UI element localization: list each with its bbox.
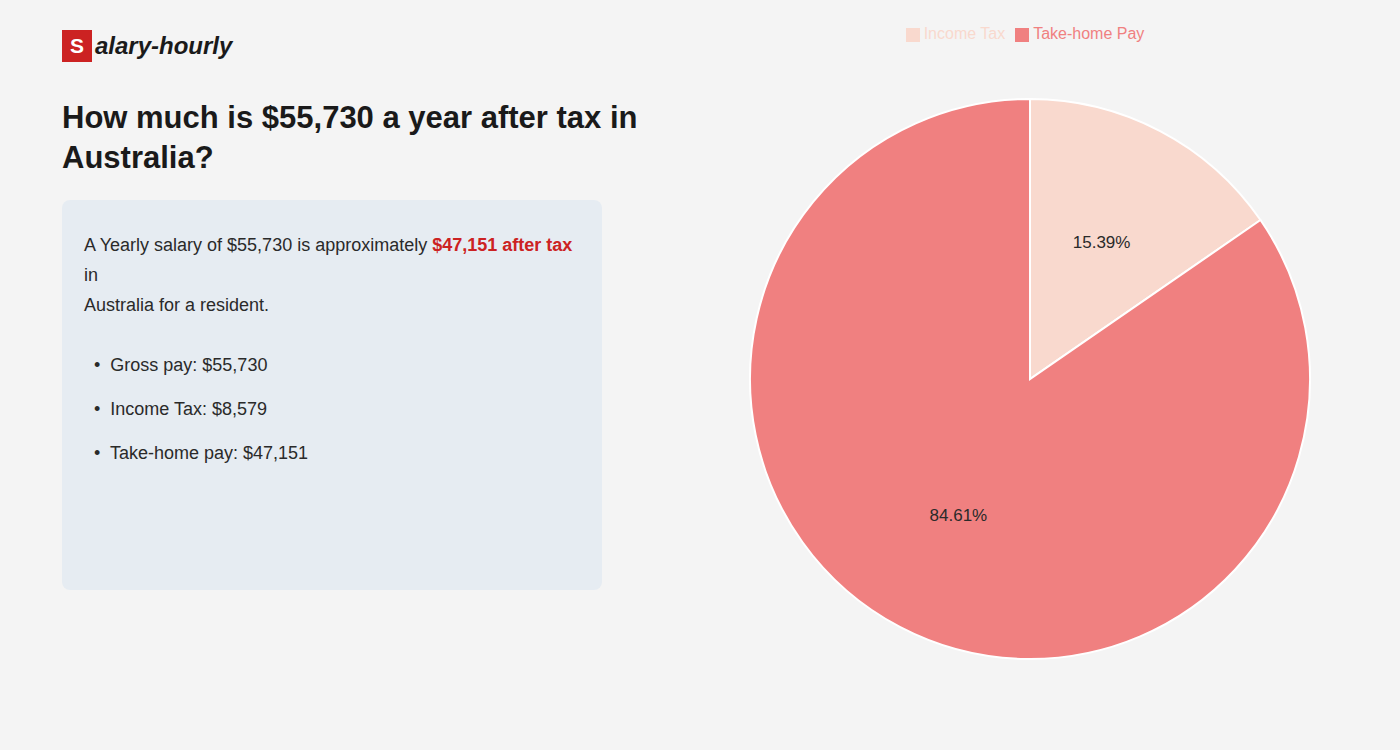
html-text:S: S <box>70 34 84 57</box>
svg-text:84.61%: 84.61% <box>930 506 988 525</box>
html-text:• Gross pay: $55,730: • Gross pay: $55,730 <box>94 355 268 375</box>
html-text:alary-hourly: alary-hourly <box>95 32 233 59</box>
html-text:How much is $55,730 a year aft: How much is $55,730 a year after tax in <box>62 100 638 135</box>
html-text:• Income Tax: $8,579: • Income Tax: $8,579 <box>94 399 268 419</box>
html-text:Income Tax: Income Tax <box>923 25 1006 42</box>
svg-text:15.39%: 15.39% <box>1073 233 1131 252</box>
html-text:Take-home Pay: Take-home Pay <box>1033 25 1145 42</box>
html-text:A Yearly salary of $55,730 is: A Yearly salary of $55,730 is approximat… <box>84 235 578 285</box>
html-text:Australia?: Australia? <box>62 140 214 175</box>
html-text:Australia for a resident.: Australia for a resident. <box>84 295 270 315</box>
html-text:• Take-home pay: $47,151: • Take-home pay: $47,151 <box>94 443 309 463</box>
